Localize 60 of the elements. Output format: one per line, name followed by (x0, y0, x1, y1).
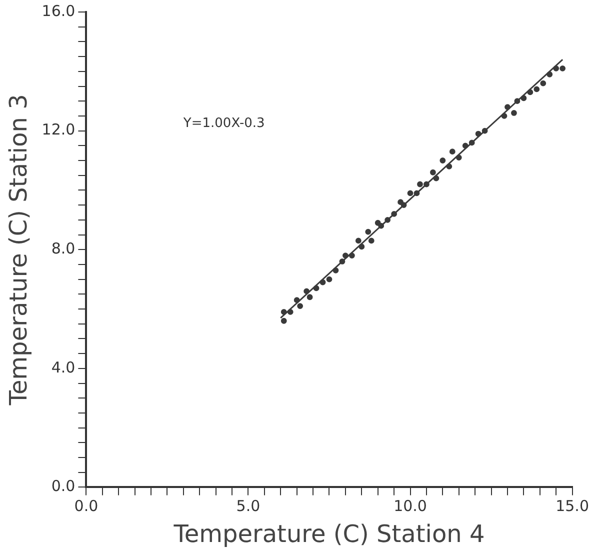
point (433, 175, 440, 182)
point (355, 238, 362, 244)
point (456, 154, 462, 160)
point (514, 98, 520, 104)
point (540, 80, 546, 86)
annotation: Y=1.00X-0.3 (182, 116, 265, 132)
x-tick-label: 5.0 (236, 497, 260, 516)
point (520, 95, 527, 102)
y-tick-label: 12.0 (42, 120, 76, 139)
point (511, 110, 517, 116)
point (368, 238, 374, 244)
x-tick-label: 0.0 (74, 497, 98, 516)
point (501, 113, 508, 119)
point (546, 71, 553, 78)
point (440, 158, 446, 164)
point (306, 294, 313, 300)
point (407, 190, 414, 196)
point (504, 104, 510, 110)
point (304, 288, 310, 294)
point (391, 211, 398, 217)
point (280, 318, 287, 324)
point (320, 279, 326, 286)
point (553, 65, 560, 72)
point (339, 258, 346, 264)
point (430, 169, 436, 176)
point (313, 285, 320, 292)
point (297, 303, 304, 309)
point (378, 222, 384, 229)
point (424, 181, 430, 188)
point (332, 267, 339, 274)
point (449, 148, 456, 155)
point (560, 65, 566, 72)
point (358, 244, 365, 250)
point (294, 297, 300, 304)
point (326, 276, 332, 282)
point (287, 309, 294, 315)
point (400, 202, 407, 208)
point (348, 252, 355, 258)
point (468, 140, 475, 146)
point (534, 86, 540, 92)
point (384, 216, 391, 223)
point (414, 190, 420, 196)
point (374, 220, 381, 226)
x-tick-label: 15.0 (556, 497, 590, 516)
x-tick-label: 10.0 (394, 497, 427, 516)
point (475, 130, 482, 137)
y-tick-label: 4.0 (51, 358, 76, 376)
y-tick-label: 8.0 (51, 239, 76, 258)
y-tick-label: 16.0 (42, 2, 76, 20)
y-tick-label: 0.0 (51, 477, 76, 496)
y-axis-title: Temperature (C) Station 3 (4, 94, 33, 406)
point (280, 309, 287, 315)
point (342, 252, 348, 258)
point (417, 181, 423, 188)
point (462, 142, 468, 149)
point (446, 163, 452, 170)
point (527, 89, 534, 96)
point (365, 228, 372, 235)
point (482, 128, 488, 134)
x-axis-title: Temperature (C) Station 4 (172, 520, 485, 548)
